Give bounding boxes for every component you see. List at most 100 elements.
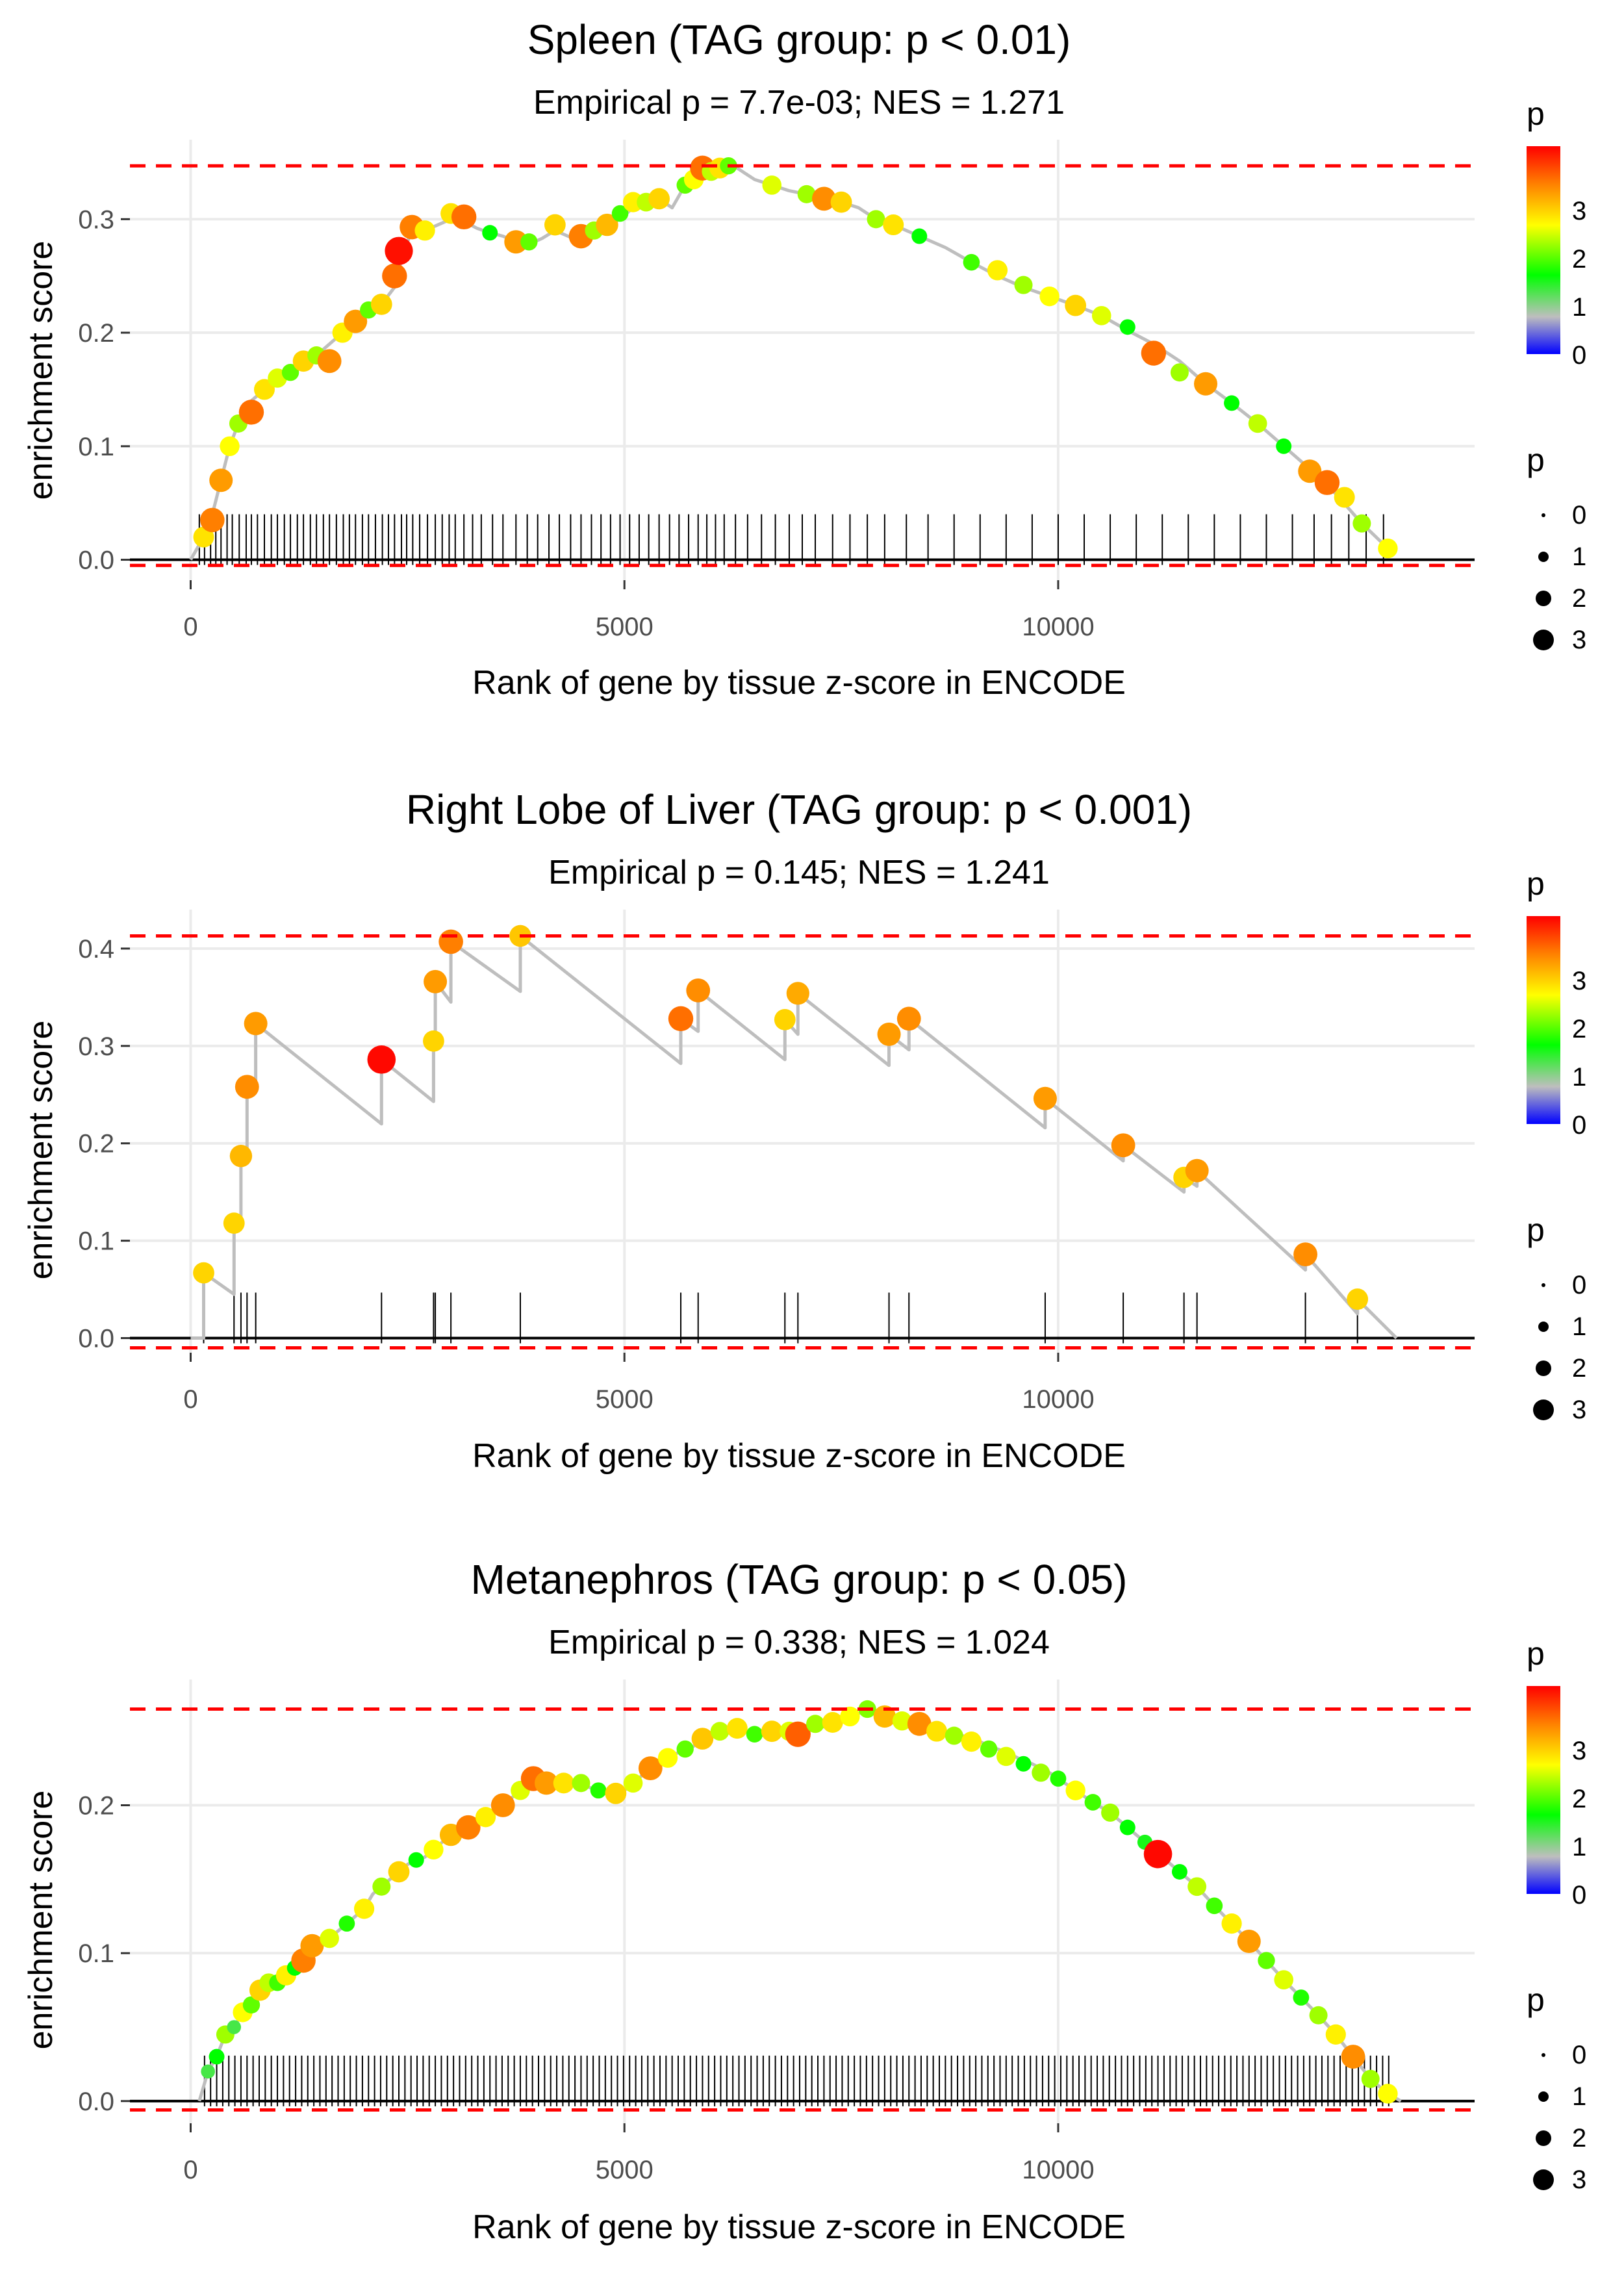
hit-point bbox=[424, 969, 448, 993]
hit-point bbox=[883, 214, 904, 236]
hit-point bbox=[1170, 363, 1189, 382]
x-axis-title: Rank of gene by tissue z-score in ENCODE bbox=[472, 1437, 1126, 1475]
y-tick-label: 0.4 bbox=[78, 935, 114, 964]
size-key-0 bbox=[1542, 513, 1545, 517]
hit-point bbox=[438, 929, 463, 954]
hit-point bbox=[254, 379, 275, 400]
colorbar bbox=[1527, 146, 1560, 354]
hit-point bbox=[961, 1731, 982, 1752]
y-tick-label: 0.1 bbox=[78, 1939, 114, 1968]
hit-point bbox=[691, 1728, 714, 1750]
chart-subtitle: Empirical p = 0.338; NES = 1.024 bbox=[548, 1624, 1050, 1661]
colorbar-label-3: 3 bbox=[1572, 1737, 1586, 1765]
size-label-1: 1 bbox=[1572, 2082, 1586, 2111]
colorbar bbox=[1527, 916, 1560, 1124]
hit-point bbox=[622, 192, 644, 212]
size-legend-title: p bbox=[1527, 442, 1545, 478]
plot-area-liver: 0 5000 10000 0.0 0.1 0.2 0.3 0.4 bbox=[78, 910, 1475, 1414]
y-tick-label: 0.3 bbox=[78, 1032, 114, 1061]
y-tick-label: 0.0 bbox=[78, 2088, 114, 2116]
hit-point bbox=[1309, 2006, 1328, 2025]
hit-point bbox=[1015, 1756, 1032, 1772]
hit-point bbox=[193, 1262, 214, 1284]
size-key-2 bbox=[1536, 2130, 1551, 2146]
hit-point bbox=[451, 204, 477, 230]
size-label-3: 3 bbox=[1572, 2165, 1586, 2194]
hit-point bbox=[648, 188, 670, 210]
size-key-1 bbox=[1538, 552, 1549, 562]
hit-point bbox=[408, 1852, 424, 1868]
size-label-1: 1 bbox=[1572, 1312, 1586, 1341]
hit-point bbox=[761, 1720, 783, 1743]
hit-point bbox=[372, 1877, 391, 1896]
colorbar-label-2: 2 bbox=[1572, 1785, 1586, 1813]
x-tick-label: 10000 bbox=[1022, 1385, 1094, 1414]
hit-point bbox=[1206, 1897, 1223, 1915]
size-key-0 bbox=[1542, 1283, 1545, 1287]
x-tick-label: 5000 bbox=[596, 2156, 653, 2184]
hit-point bbox=[1347, 1288, 1369, 1310]
hit-point bbox=[1171, 1863, 1187, 1880]
hit-point bbox=[1187, 1877, 1207, 1897]
hit-point bbox=[1276, 438, 1292, 454]
hit-point bbox=[238, 400, 264, 425]
hit-point bbox=[830, 191, 852, 213]
hit-point bbox=[244, 1012, 268, 1036]
hit-point bbox=[1111, 1133, 1136, 1158]
hit-point bbox=[1091, 306, 1111, 326]
y-tick-label: 0.0 bbox=[78, 546, 114, 575]
hit-point bbox=[1065, 294, 1087, 316]
hit-point bbox=[911, 228, 928, 244]
y-tick-label: 0.0 bbox=[78, 1325, 114, 1353]
hit-point bbox=[1248, 414, 1267, 433]
chart-subtitle: Empirical p = 7.7e-03; NES = 1.271 bbox=[533, 84, 1065, 121]
hit-point bbox=[1341, 2045, 1365, 2069]
hit-point bbox=[785, 1721, 811, 1747]
size-label-3: 3 bbox=[1572, 626, 1586, 654]
hit-point bbox=[1258, 1952, 1275, 1969]
colorbar-label-2: 2 bbox=[1572, 1015, 1586, 1043]
hit-point bbox=[1224, 395, 1240, 411]
hit-point bbox=[840, 1706, 860, 1727]
hit-point bbox=[822, 1712, 843, 1733]
hit-point bbox=[1119, 1819, 1136, 1835]
x-axis-title: Rank of gene by tissue z-score in ENCODE bbox=[472, 2208, 1126, 2246]
x-tick-label: 10000 bbox=[1022, 613, 1094, 641]
size-key-3 bbox=[1533, 1399, 1554, 1420]
hit-point bbox=[1033, 1086, 1057, 1110]
hit-point bbox=[1274, 1970, 1293, 1989]
hit-point bbox=[926, 1720, 947, 1742]
hit-point bbox=[370, 293, 392, 315]
x-tick-label: 5000 bbox=[596, 613, 653, 641]
hit-point bbox=[867, 210, 885, 229]
hit-point bbox=[1221, 1913, 1242, 1934]
colorbar-label-0: 0 bbox=[1572, 1111, 1586, 1140]
panel-spleen: Spleen (TAG group: p < 0.01) Empirical p… bbox=[22, 16, 1586, 702]
hit-point bbox=[1298, 459, 1322, 483]
colorbar-label-2: 2 bbox=[1572, 245, 1586, 274]
hit-point bbox=[572, 1774, 590, 1793]
hit-point bbox=[1084, 1794, 1102, 1811]
hit-point bbox=[907, 1711, 932, 1736]
hit-point bbox=[338, 1915, 355, 1932]
y-tick-label: 0.1 bbox=[78, 1227, 114, 1256]
hit-point bbox=[676, 1740, 694, 1758]
hit-point bbox=[193, 526, 214, 548]
plot-area-metanephros: 0 5000 10000 0.0 0.1 0.2 bbox=[78, 1680, 1475, 2184]
hit-point bbox=[553, 1772, 574, 1794]
hit-point bbox=[504, 230, 528, 254]
hit-point bbox=[1065, 1780, 1085, 1800]
hit-point bbox=[1293, 1242, 1317, 1267]
hit-point bbox=[638, 1756, 663, 1781]
hit-point bbox=[227, 2020, 242, 2034]
y-tick-label: 0.2 bbox=[78, 1130, 114, 1158]
hit-point bbox=[382, 263, 407, 288]
hit-point bbox=[220, 436, 240, 457]
hit-point bbox=[797, 185, 816, 203]
size-label-2: 2 bbox=[1572, 584, 1586, 613]
y-tick-label: 0.1 bbox=[78, 433, 114, 461]
hit-point bbox=[209, 468, 233, 492]
hit-point bbox=[424, 1839, 444, 1860]
hit-point bbox=[535, 1771, 559, 1795]
